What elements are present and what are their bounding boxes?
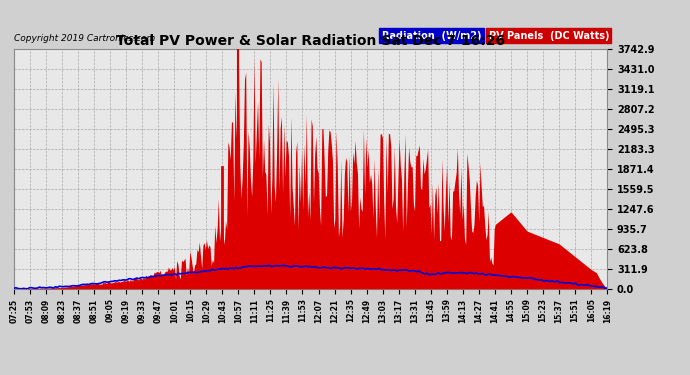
- Title: Total PV Power & Solar Radiation Sat Dec 7 16:26: Total PV Power & Solar Radiation Sat Dec…: [116, 34, 505, 48]
- Text: Copyright 2019 Cartronics.com: Copyright 2019 Cartronics.com: [14, 34, 155, 43]
- Text: Radiation  (W/m2): Radiation (W/m2): [382, 30, 481, 40]
- Text: PV Panels  (DC Watts): PV Panels (DC Watts): [489, 30, 609, 40]
